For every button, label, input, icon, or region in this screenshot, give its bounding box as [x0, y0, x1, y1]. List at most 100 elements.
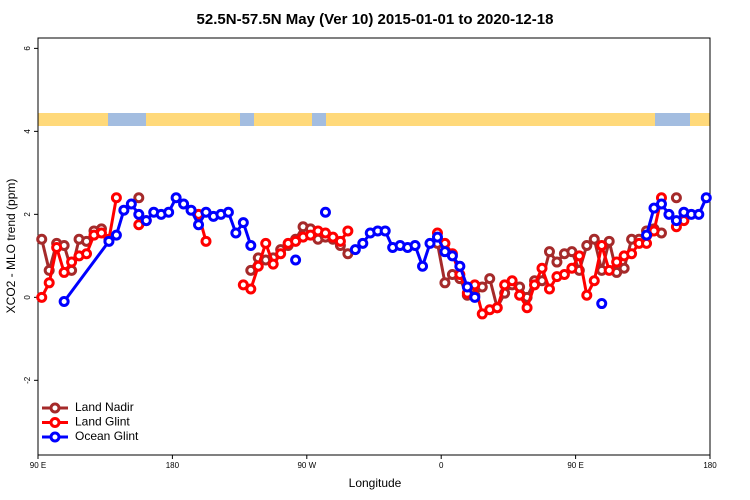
data-point — [693, 208, 705, 220]
x-tick-label: 180 — [703, 461, 717, 470]
data-point — [58, 266, 70, 278]
data-point — [417, 260, 429, 272]
data-point — [588, 233, 600, 245]
x-tick-label: 90 W — [297, 461, 316, 470]
data-point — [558, 269, 570, 281]
legend-label: Ocean Glint — [75, 429, 139, 443]
data-point — [409, 239, 421, 251]
map-ocean — [240, 113, 254, 126]
data-point — [43, 277, 55, 289]
map-ocean — [108, 113, 146, 126]
data-point — [573, 250, 585, 262]
data-point — [118, 204, 130, 216]
data-point — [596, 239, 608, 251]
data-point — [581, 239, 593, 251]
x-tick-label: 90 E — [567, 461, 583, 470]
data-point — [110, 192, 122, 204]
data-point — [603, 264, 615, 276]
data-point — [95, 227, 107, 239]
data-point — [536, 262, 548, 274]
data-point — [431, 231, 443, 243]
data-point — [424, 237, 436, 249]
data-point — [439, 277, 451, 289]
data-point — [200, 235, 212, 247]
data-point — [245, 283, 257, 295]
y-tick-label: -2 — [23, 376, 32, 384]
data-point — [454, 260, 466, 272]
data-point — [543, 246, 555, 258]
data-point — [36, 291, 48, 303]
x-tick-label: 180 — [166, 461, 180, 470]
data-point — [349, 244, 361, 256]
data-point — [275, 248, 287, 260]
data-point — [469, 291, 481, 303]
data-point — [491, 302, 503, 314]
data-point — [133, 192, 145, 204]
data-point — [334, 235, 346, 247]
data-point — [140, 215, 152, 227]
data-point — [357, 237, 369, 249]
data-point — [319, 206, 331, 218]
x-tick-label: 90 E — [30, 461, 46, 470]
data-point — [670, 215, 682, 227]
data-point — [551, 256, 563, 268]
data-point — [663, 208, 675, 220]
legend-swatch-point — [49, 417, 61, 428]
data-point — [641, 229, 653, 241]
data-point — [81, 248, 93, 260]
data-point — [58, 295, 70, 307]
data-point — [237, 217, 249, 229]
data-point — [655, 198, 667, 210]
legend-swatch-point — [49, 402, 61, 414]
chart-title: 52.5N-57.5N May (Ver 10) 2015-01-01 to 2… — [197, 11, 554, 28]
map-ocean — [312, 113, 326, 126]
data-point — [103, 235, 115, 247]
y-tick-label: 0 — [23, 295, 32, 300]
data-point — [484, 273, 496, 285]
map-strip — [38, 113, 710, 126]
y-tick-label: 4 — [23, 129, 32, 134]
data-point — [588, 275, 600, 287]
legend-swatch-point — [49, 431, 61, 443]
legend-label: Land Nadir — [75, 400, 134, 414]
data-point — [193, 219, 205, 231]
data-point — [342, 225, 354, 237]
map-land — [38, 113, 710, 126]
y-tick-label: 2 — [23, 212, 32, 217]
data-point — [521, 302, 533, 314]
data-point — [446, 250, 458, 262]
data-point — [626, 248, 638, 260]
data-point — [581, 289, 593, 301]
x-tick-label: 0 — [439, 461, 444, 470]
data-point — [133, 208, 145, 220]
data-point — [290, 254, 302, 266]
data-point — [252, 260, 264, 272]
data-point — [267, 258, 279, 270]
data-point — [185, 204, 197, 216]
legend-label: Land Glint — [75, 415, 130, 429]
data-point — [66, 256, 78, 268]
data-point — [566, 262, 578, 274]
map-ocean — [655, 113, 690, 126]
data-point — [163, 206, 175, 218]
data-point — [51, 242, 63, 254]
data-point — [529, 279, 541, 291]
data-point — [260, 237, 272, 249]
x-axis-label: Longitude — [349, 476, 402, 490]
data-point — [110, 229, 122, 241]
plot-frame — [37, 37, 711, 456]
data-point — [36, 233, 48, 245]
data-point — [379, 225, 391, 237]
data-point — [245, 239, 257, 251]
data-point — [461, 281, 473, 293]
data-point — [506, 275, 518, 287]
data-point — [222, 206, 234, 218]
data-point — [230, 227, 242, 239]
y-axis-label: XCO2 - MLO trend (ppm) — [4, 179, 18, 314]
data-point — [596, 298, 608, 310]
data-point — [543, 283, 555, 295]
data-point — [670, 192, 682, 204]
y-tick-label: 6 — [23, 46, 32, 51]
data-point — [618, 262, 630, 274]
